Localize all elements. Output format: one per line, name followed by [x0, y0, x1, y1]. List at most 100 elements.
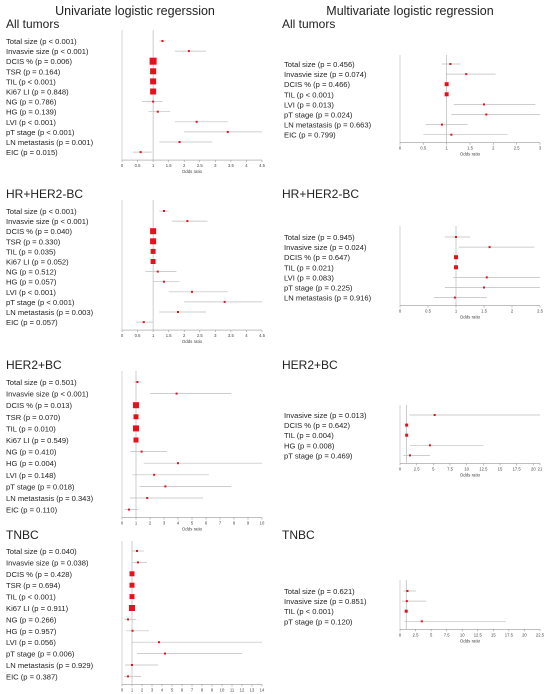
- x-tick-label: 10: [260, 521, 265, 526]
- x-tick-label: 2.5: [197, 333, 203, 338]
- x-tick-label: 20: [531, 466, 536, 471]
- x-tick-label: 10: [460, 632, 465, 637]
- row-label: Total size (p < 0.001): [6, 37, 77, 46]
- odds-ratio-marker: [133, 414, 139, 420]
- x-tick-label: 1.5: [166, 163, 172, 168]
- odds-ratio-marker: [164, 485, 167, 488]
- odds-ratio-marker: [404, 609, 408, 613]
- odds-ratio-marker: [150, 78, 157, 85]
- odds-ratio-marker: [127, 618, 129, 621]
- odds-ratio-marker: [136, 550, 138, 552]
- odds-ratio-marker: [128, 508, 130, 511]
- row-label: Invasvie size (p = 0.074): [284, 70, 367, 79]
- odds-ratio-marker: [195, 120, 198, 123]
- x-tick-label: 2: [511, 309, 514, 314]
- odds-ratio-marker: [146, 497, 149, 499]
- panel-title: All tumors: [282, 17, 335, 31]
- x-tick-label: 3: [214, 163, 217, 168]
- forest-panel-multivariate-2: All tumors 0 0.5 1 1.5 2 2.5 3 Odds ratio Total s…: [282, 17, 542, 157]
- panel-title: HER2+BC: [282, 358, 338, 372]
- x-tick-label: 12.5: [479, 466, 488, 471]
- row-label: TIL (p < 0.001): [284, 90, 334, 99]
- row-label: Invasvie size (p < 0.001): [6, 47, 89, 56]
- odds-ratio-marker: [133, 425, 139, 432]
- row-label: Invasvie size (p < 0.001): [6, 217, 89, 226]
- x-tick-label: 4: [245, 163, 248, 168]
- row-label: HG (p = 0.004): [6, 459, 57, 468]
- x-tick-label: 3.5: [228, 333, 234, 338]
- odds-ratio-marker: [150, 248, 156, 254]
- row-label: Ki67 LI (p = 0.848): [6, 88, 69, 97]
- row-label: DCIS % (p = 0.642): [284, 421, 351, 430]
- x-axis-label: Odds ratio: [182, 339, 203, 344]
- odds-ratio-marker: [405, 433, 409, 437]
- x-tick-label: 1: [135, 521, 138, 526]
- odds-ratio-marker: [156, 270, 159, 273]
- row-label: NG (p = 0.512): [6, 268, 57, 277]
- x-axis-label: Odds ratio: [460, 152, 481, 157]
- row-label: pT stage (p = 0.469): [284, 451, 353, 460]
- row-label: Invasvie size (p < 0.001): [6, 390, 89, 399]
- odds-ratio-marker: [129, 571, 135, 577]
- x-tick-label: 17.5: [513, 466, 522, 471]
- row-label: pT stage (p = 0.024): [284, 111, 353, 120]
- row-label: TIL (p = 0.004): [284, 431, 334, 440]
- row-label: HG (p = 0.008): [284, 441, 335, 450]
- forest-panel-univariate-1: All tumors 0 0.5 1 1.5 2 2.5 3 3.5 4 4.5 Odds ratio…: [6, 17, 266, 174]
- row-label: HG (p = 0.139): [6, 108, 57, 117]
- x-tick-label: 9: [247, 521, 250, 526]
- row-label: pT stage (p = 0.006): [6, 650, 75, 659]
- odds-ratio-marker: [156, 110, 159, 113]
- x-tick-label: 12: [240, 687, 245, 692]
- row-label: TIL (p < 0.001): [284, 607, 334, 616]
- row-label: Invasive size (p = 0.013): [284, 411, 367, 420]
- row-label: Invasvie size (p = 0.038): [6, 558, 89, 567]
- x-tick-label: 0: [399, 309, 402, 314]
- row-label: Ki67 LI (p = 0.052): [6, 258, 69, 267]
- row-label: pT stage (p = 0.225): [284, 284, 353, 293]
- row-label: LN metastasis (p = 0.929): [6, 661, 94, 670]
- x-tick-label: 2.5: [514, 146, 520, 151]
- forest-panel-univariate-7: TNBC01234567891011121314Odds ratioTotal …: [6, 528, 265, 694]
- x-tick-label: 2: [141, 687, 144, 692]
- row-label: TIL (p = 0.010): [6, 424, 56, 433]
- row-label: Invasive size (p = 0.024): [284, 243, 367, 252]
- x-tick-label: 15: [498, 466, 503, 471]
- row-label: LVI (p = 0.083): [284, 273, 334, 282]
- row-label: Total size (p < 0.001): [6, 207, 77, 216]
- x-tick-label: 2: [492, 146, 495, 151]
- odds-ratio-marker: [409, 454, 411, 457]
- odds-ratio-marker: [163, 210, 165, 212]
- x-tick-label: 10: [464, 466, 469, 471]
- panel-title: TNBC: [6, 528, 39, 542]
- odds-ratio-marker: [129, 605, 135, 611]
- x-tick-label: 5: [432, 466, 435, 471]
- forest-panel-multivariate-6: HER2+BC 0 2.5 5 7.5 10 12.5 15 17.5 20 21 Odds rati…: [282, 358, 543, 477]
- row-label: Ki67 LI (p = 0.911): [6, 604, 69, 613]
- row-label: LVI (p < 0.001): [6, 288, 56, 297]
- row-label: LN metastasis (p = 0.663): [284, 121, 372, 130]
- row-label: LN metastasis (p = 0.343): [6, 494, 94, 503]
- row-label: TSR (p = 0.330): [6, 237, 61, 246]
- x-tick-label: 2.5: [414, 466, 420, 471]
- odds-ratio-marker: [177, 462, 179, 465]
- x-tick-label: 2: [183, 163, 186, 168]
- row-label: TIL (p < 0.001): [6, 77, 56, 86]
- odds-ratio-marker: [483, 103, 485, 106]
- row-label: DCIS % (p = 0.040): [6, 227, 73, 236]
- x-tick-label: 5: [171, 687, 174, 692]
- row-label: LN metastasis (p = 0.001): [6, 138, 94, 147]
- x-tick-label: 7: [191, 687, 194, 692]
- forest-panel-univariate-3: HR+HER2-BC 0 0.5 1 1.5 2 2.5 3 3.5 4 4.5 Odds ratio…: [6, 187, 266, 344]
- odds-ratio-marker: [186, 220, 189, 223]
- x-tick-label: 1.5: [467, 146, 473, 151]
- x-tick-label: 2.5: [413, 632, 419, 637]
- x-tick-label: 4: [177, 521, 180, 526]
- odds-ratio-marker: [131, 664, 133, 666]
- odds-ratio-marker: [405, 600, 408, 603]
- x-tick-label: 14: [260, 687, 265, 692]
- odds-ratio-marker: [488, 246, 491, 249]
- x-axis-label: Odds ratio: [460, 638, 481, 643]
